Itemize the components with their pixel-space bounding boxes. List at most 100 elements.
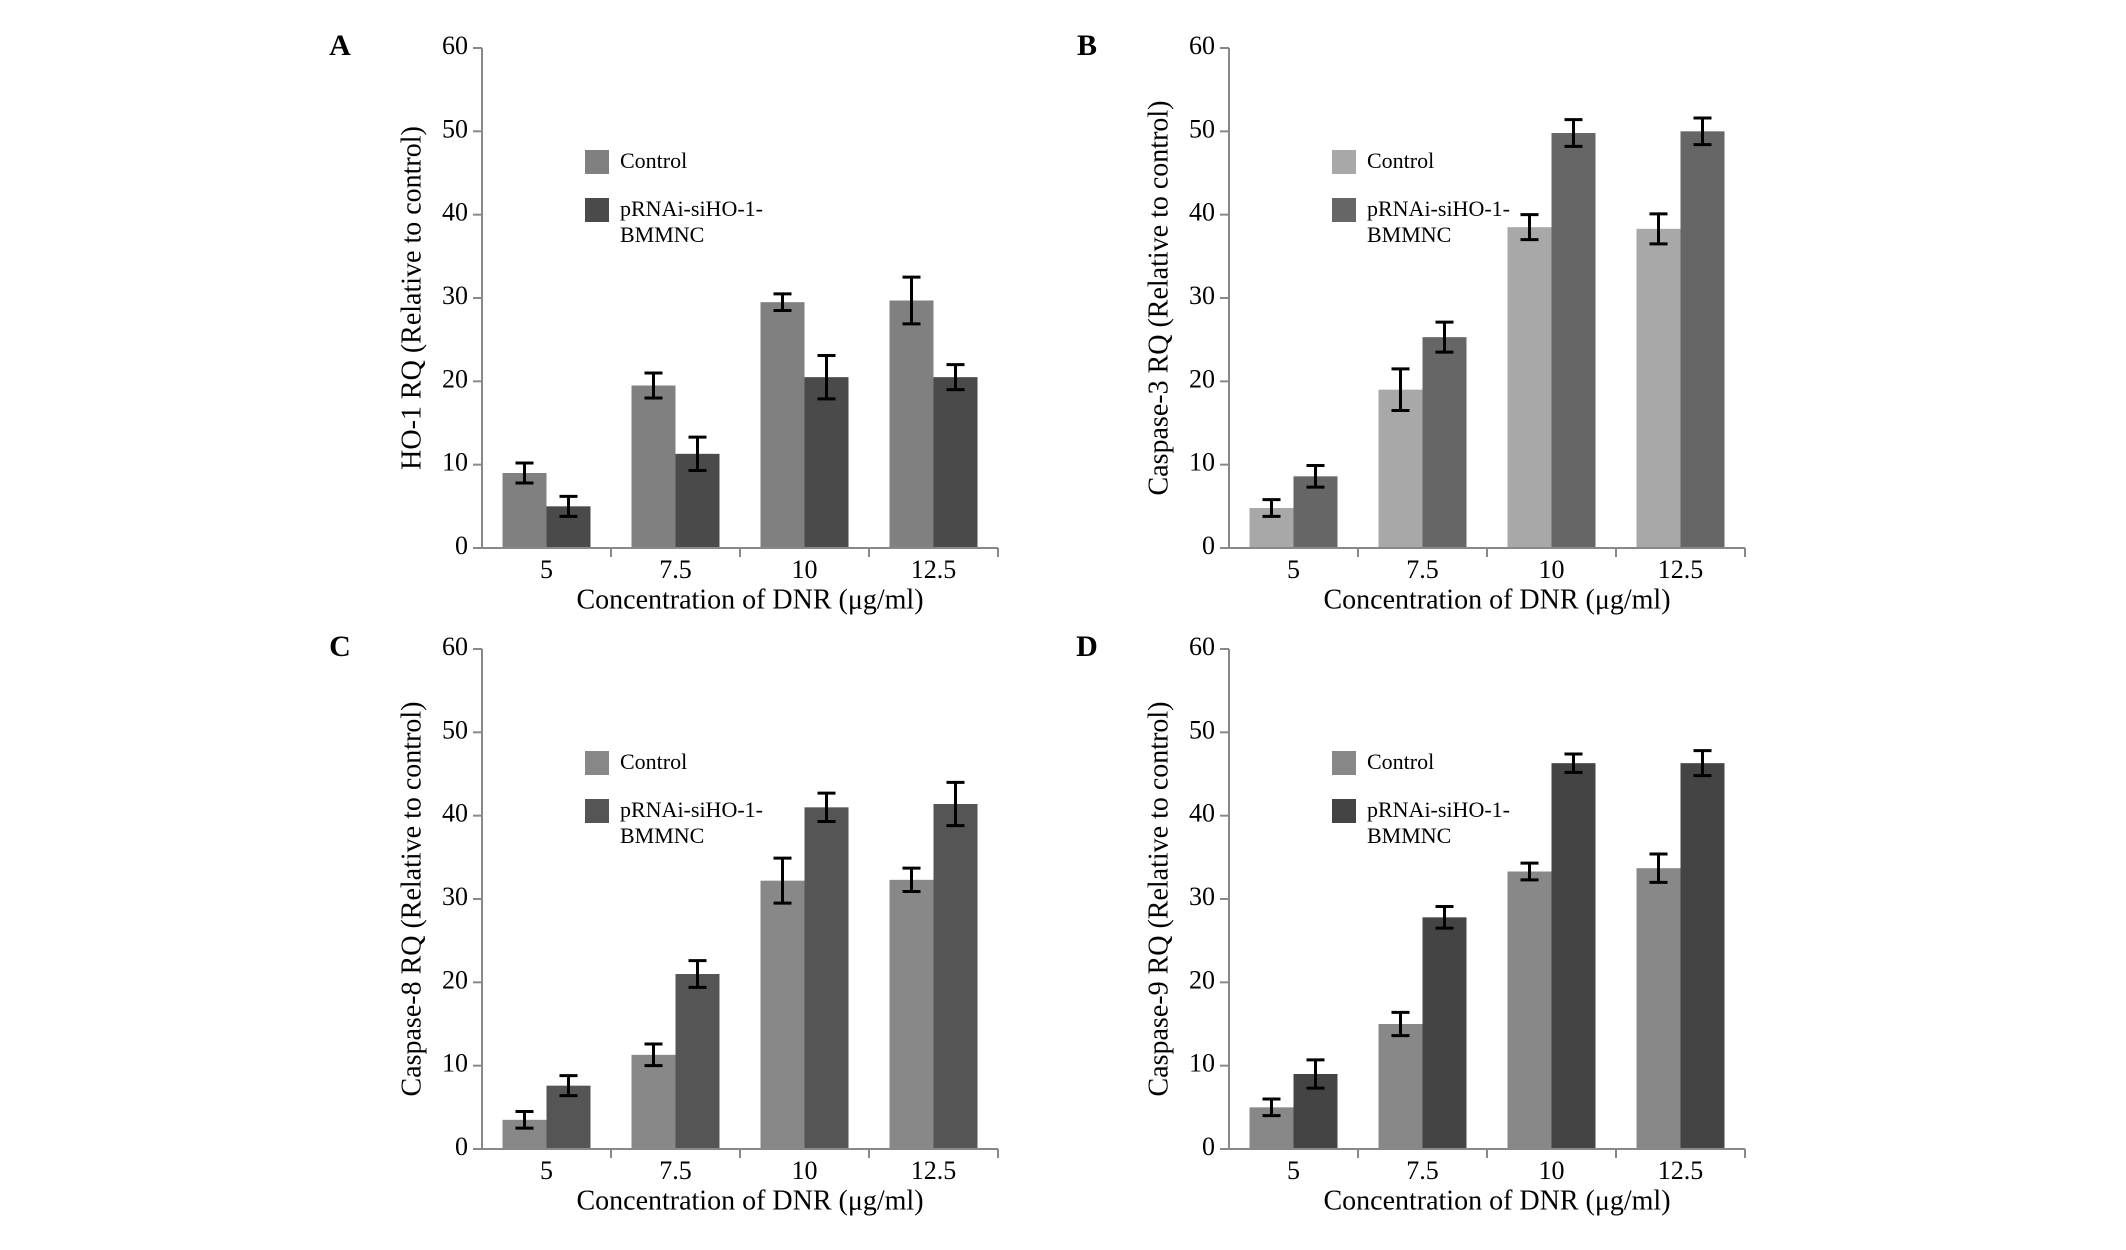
- bar: [1636, 228, 1681, 549]
- bar: [1422, 337, 1467, 548]
- legend-entry: Control: [1367, 148, 1435, 173]
- x-tick-label: 12.5: [911, 555, 957, 584]
- error-bar: [688, 959, 707, 989]
- error-bar: [1693, 749, 1712, 778]
- x-tick-label: 5: [1287, 1156, 1300, 1185]
- bar: [631, 1054, 676, 1149]
- bar: [889, 300, 934, 548]
- error-bar: [1564, 752, 1583, 774]
- y-tick-label: 10: [1189, 448, 1215, 477]
- panel: 5 7.5 10 12.5 0 10 20 30 40 50 60 Control pRNAi-siHO…: [329, 29, 999, 615]
- error-bar: [1520, 213, 1539, 242]
- bar: [502, 473, 547, 548]
- panel-label: D: [1076, 630, 1098, 663]
- error-bar: [1564, 118, 1583, 148]
- error-bar: [773, 856, 792, 905]
- bar: [1636, 868, 1681, 1149]
- x-tick-label: 7.5: [659, 1156, 692, 1185]
- x-tick-label: 10: [1539, 555, 1565, 584]
- bar: [1551, 763, 1596, 1149]
- x-axis-title: Concentration of DNR (μg/ml): [1323, 584, 1670, 615]
- legend-entry: Control: [620, 148, 688, 173]
- legend-label: Control: [1367, 749, 1435, 774]
- legend-swatch: [585, 198, 609, 222]
- legend-entry: Control: [620, 749, 688, 774]
- y-tick-label: 10: [442, 448, 468, 477]
- x-tick-label: 7.5: [659, 555, 692, 584]
- x-tick-label: 10: [792, 555, 818, 584]
- bar: [1422, 917, 1467, 1149]
- error-bar: [902, 866, 921, 893]
- legend-entry: pRNAi-siHO-1-BMMNC: [1367, 196, 1510, 247]
- y-tick-label: 60: [1189, 632, 1215, 661]
- y-tick-label: 50: [442, 715, 468, 744]
- x-tick-label: 7.5: [1406, 1156, 1439, 1185]
- bar: [760, 302, 805, 548]
- y-tick-label: 0: [1202, 531, 1215, 560]
- error-bar: [773, 292, 792, 312]
- error-bar: [559, 494, 578, 518]
- bar: [1551, 133, 1596, 548]
- x-axis-title: Concentration of DNR (μg/ml): [576, 584, 923, 615]
- y-axis-title: Caspase-3 RQ (Relative to control): [1143, 100, 1174, 495]
- x-tick-label: 5: [1287, 555, 1300, 584]
- x-tick-label: 10: [792, 1156, 818, 1185]
- bar: [933, 804, 978, 1149]
- y-tick-label: 30: [1189, 882, 1215, 911]
- legend-label: pRNAi-siHO-1-BMMNC: [620, 797, 763, 848]
- error-bar: [1262, 498, 1281, 518]
- legend-entry: pRNAi-siHO-1-BMMNC: [620, 797, 763, 848]
- legend-entry: pRNAi-siHO-1-BMMNC: [620, 196, 763, 247]
- y-tick-label: 40: [442, 799, 468, 828]
- x-tick-label: 10: [1539, 1156, 1565, 1185]
- y-tick-label: 20: [442, 965, 468, 994]
- error-bar: [1435, 320, 1454, 354]
- bar: [1507, 227, 1552, 548]
- y-tick-label: 20: [1189, 364, 1215, 393]
- error-bar: [1693, 116, 1712, 147]
- bar: [804, 807, 849, 1149]
- error-bar: [1649, 212, 1668, 246]
- error-bar: [688, 435, 707, 472]
- legend-entry: Control: [1367, 749, 1435, 774]
- legend-swatch: [1332, 799, 1356, 823]
- y-tick-label: 20: [442, 364, 468, 393]
- bar: [933, 377, 978, 548]
- y-tick-label: 10: [442, 1049, 468, 1078]
- bar: [760, 880, 805, 1149]
- y-axis-title: Caspase-8 RQ (Relative to control): [396, 701, 427, 1096]
- bar: [1680, 763, 1725, 1149]
- x-tick-label: 12.5: [911, 1156, 957, 1185]
- legend-swatch: [585, 799, 609, 823]
- y-tick-label: 0: [455, 1132, 468, 1161]
- legend-swatch: [1332, 150, 1356, 174]
- error-bar: [1520, 861, 1539, 882]
- error-bar: [1391, 1010, 1410, 1038]
- error-bar: [515, 461, 534, 485]
- legend-label: Control: [1367, 148, 1435, 173]
- x-tick-label: 7.5: [1406, 555, 1439, 584]
- panel: 5 7.5 10 12.5 0 10 20 30 40 50 60 Control pRNAi-siHO…: [329, 630, 999, 1216]
- y-tick-label: 0: [1202, 1132, 1215, 1161]
- y-tick-label: 40: [1189, 198, 1215, 227]
- legend-label: pRNAi-siHO-1-BMMNC: [620, 196, 763, 247]
- error-bar: [946, 363, 965, 392]
- panel-label: C: [329, 630, 351, 663]
- error-bar: [817, 791, 836, 823]
- y-tick-label: 30: [442, 882, 468, 911]
- y-tick-label: 50: [442, 114, 468, 143]
- panel-label: B: [1077, 29, 1097, 62]
- panel-label: A: [329, 29, 351, 62]
- error-bar: [1391, 367, 1410, 412]
- error-bar: [1649, 852, 1668, 884]
- panel: 5 7.5 10 12.5 0 10 20 30 40 50 60 Control pRNAi-siHO…: [1076, 630, 1746, 1216]
- legend-label: Control: [620, 148, 688, 173]
- legend-label: Control: [620, 749, 688, 774]
- y-tick-label: 30: [442, 281, 468, 310]
- error-bar: [1306, 464, 1325, 489]
- error-bar: [1435, 905, 1454, 930]
- error-bar: [515, 1110, 534, 1130]
- bar: [675, 974, 720, 1149]
- legend-swatch: [585, 751, 609, 775]
- bar: [1378, 389, 1423, 548]
